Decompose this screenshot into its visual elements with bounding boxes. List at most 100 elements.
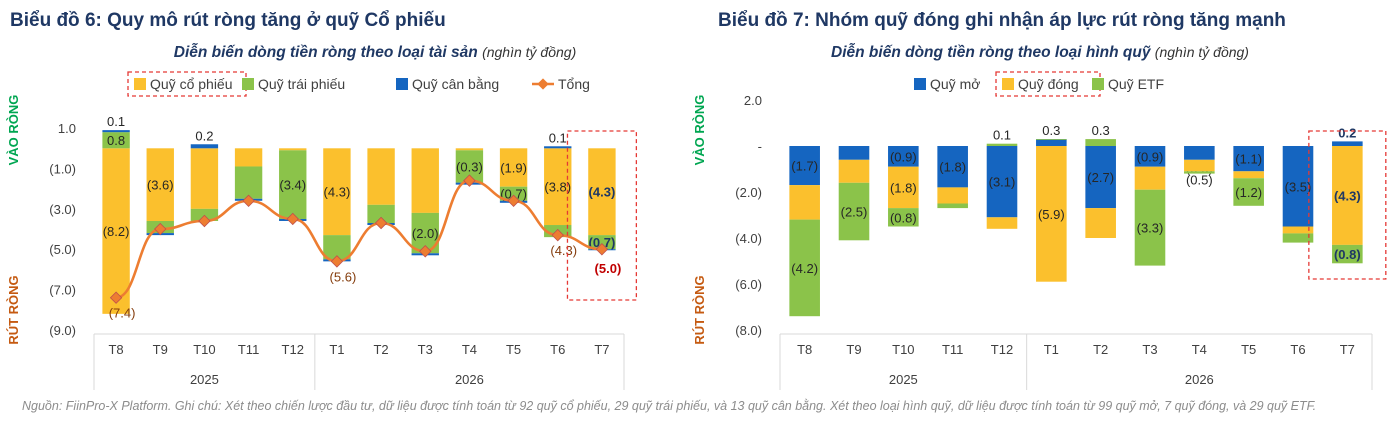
c7-bar-green bbox=[937, 203, 968, 209]
c7-legend-label: Quỹ đóng bbox=[1018, 76, 1079, 92]
c6-x-tick: T1 bbox=[329, 342, 344, 357]
c6-bar-yellow bbox=[102, 148, 130, 314]
c7-bar-blue bbox=[838, 146, 870, 160]
c6-bar-yellow bbox=[146, 148, 174, 221]
c6-data-label: (8.2) bbox=[103, 224, 130, 239]
c7-x-tick: T7 bbox=[1340, 342, 1355, 357]
c7-data-label: (0.8) bbox=[890, 210, 917, 225]
c6-x-tick: T11 bbox=[238, 342, 259, 357]
c7-data-label: (3.5) bbox=[1285, 179, 1312, 194]
c6-data-label: (0.7) bbox=[589, 235, 616, 250]
c7-bar-blue bbox=[1036, 139, 1067, 146]
c7-data-label: (2.7) bbox=[1087, 170, 1114, 185]
chart6-title: Biểu đồ 6: Quy mô rút ròng tăng ở quỹ Cổ… bbox=[10, 10, 446, 31]
c7-bar-yellow bbox=[1036, 146, 1067, 282]
c6-bar-green bbox=[102, 132, 130, 149]
c6-bar-yellow bbox=[455, 148, 484, 151]
c7-data-label: (1.2) bbox=[1235, 185, 1262, 200]
c7-bar-blue bbox=[1282, 146, 1314, 227]
c6-data-label: (2.0) bbox=[412, 226, 439, 241]
c7-bar-yellow bbox=[1332, 146, 1363, 245]
c7-x-tick: T2 bbox=[1093, 342, 1108, 357]
c6-x-tick: T9 bbox=[153, 342, 168, 357]
c6-bar-blue bbox=[544, 146, 572, 149]
c7-y-tick: (2.0) bbox=[735, 185, 762, 200]
c7-data-label: (4.2) bbox=[791, 261, 818, 276]
c7-data-label: 0.1 bbox=[993, 128, 1011, 143]
c6-data-label: (1.9) bbox=[500, 160, 527, 175]
c6-legend-label: Quỹ cân bằng bbox=[412, 76, 499, 92]
c6-bar-yellow bbox=[411, 148, 439, 213]
chart7-subtitle: Diễn biến dòng tiền ròng theo loại hình … bbox=[800, 44, 1280, 62]
c7-bar-green bbox=[1184, 171, 1215, 174]
c6-year-label: 2026 bbox=[455, 372, 484, 387]
c7-x-tick: T9 bbox=[846, 342, 861, 357]
c7-data-label: (5.9) bbox=[1038, 207, 1065, 222]
c7-data-label: (4.3) bbox=[1334, 188, 1361, 203]
c7-bar-yellow bbox=[986, 217, 1018, 229]
c6-x-tick: T6 bbox=[550, 342, 565, 357]
c6-total-marker bbox=[286, 212, 299, 226]
c6-bar-yellow bbox=[588, 148, 616, 236]
c7-bar-yellow bbox=[1233, 171, 1264, 179]
c7-y-tick: (4.0) bbox=[735, 231, 762, 246]
chart6-unit: (nghìn tỷ đồng) bbox=[482, 44, 577, 60]
c7-bar-green bbox=[1036, 139, 1067, 140]
c7-bar-yellow bbox=[838, 159, 870, 183]
c6-x-tick: T7 bbox=[594, 342, 609, 357]
c7-legend-label: Quỹ ETF bbox=[1108, 76, 1164, 92]
c7-bar-green bbox=[1332, 244, 1363, 264]
c7-y-tick: 2.0 bbox=[744, 93, 762, 108]
c6-total-marker bbox=[154, 222, 167, 236]
c6-x-tick: T12 bbox=[282, 342, 304, 357]
c6-x-tick: T5 bbox=[506, 342, 521, 357]
chart7-subtitle-text: Diễn biến dòng tiền ròng theo loại hình … bbox=[831, 44, 1151, 61]
footnote: Nguồn: FiinPro-X Platform. Ghi chú: Xét … bbox=[22, 399, 1317, 413]
c6-bar-yellow bbox=[234, 148, 263, 167]
c7-legend-swatch bbox=[1092, 78, 1104, 90]
chart6-subtitle-text: Diễn biến dòng tiền ròng theo loại tài s… bbox=[173, 44, 478, 61]
c7-bar-yellow bbox=[937, 187, 968, 204]
c6-legend-label: Quỹ trái phiếu bbox=[258, 76, 345, 92]
c6-x-tick: T3 bbox=[418, 342, 433, 357]
c6-total-marker bbox=[595, 243, 609, 256]
c7-x-tick: T1 bbox=[1044, 342, 1059, 357]
c7-legend-swatch bbox=[1002, 78, 1014, 90]
c6-data-label: (3.4) bbox=[279, 178, 306, 193]
c7-x-tick: T4 bbox=[1192, 342, 1207, 357]
c7-bar-blue bbox=[1184, 146, 1215, 160]
c7-data-label: (0.5) bbox=[1186, 172, 1213, 187]
c7-bar-green bbox=[838, 182, 870, 241]
c7-bar-blue bbox=[937, 146, 968, 188]
chart7-unit: (nghìn tỷ đồng) bbox=[1154, 44, 1249, 60]
c7-rut-rong-label: RÚT RÒNG bbox=[692, 275, 707, 344]
c6-bar-yellow bbox=[367, 148, 395, 205]
c7-y-tick: - bbox=[758, 139, 762, 154]
c6-bar-blue bbox=[190, 144, 219, 149]
c7-vao-rong-label: VÀO RÒNG bbox=[692, 95, 707, 166]
c7-bar-green bbox=[986, 143, 1018, 146]
c6-legend-label: Quỹ cổ phiếu bbox=[150, 76, 233, 92]
c7-bar-yellow bbox=[1282, 226, 1314, 234]
c7-x-tick: T10 bbox=[892, 342, 914, 357]
c6-data-label: (0.3) bbox=[456, 159, 483, 174]
c7-x-tick: T8 bbox=[797, 342, 812, 357]
c6-total-marker bbox=[242, 194, 255, 208]
c7-bar-blue bbox=[789, 146, 820, 186]
c6-x-tick: T4 bbox=[462, 342, 477, 357]
c6-bar-yellow bbox=[279, 148, 307, 151]
chart6-subtitle: Diễn biến dòng tiền ròng theo loại tài s… bbox=[140, 44, 610, 62]
c6-y-tick: (3.0) bbox=[49, 202, 76, 217]
chart7-title: Biểu đồ 7: Nhóm quỹ đóng ghi nhận áp lực… bbox=[718, 10, 1286, 31]
c7-x-tick: T11 bbox=[942, 342, 963, 357]
c7-bar-blue bbox=[1233, 146, 1264, 172]
c7-legend-swatch bbox=[914, 78, 926, 90]
c7-bar-yellow bbox=[1085, 208, 1116, 238]
c7-x-tick: T12 bbox=[991, 342, 1013, 357]
c6-data-label: (4.3) bbox=[589, 185, 616, 200]
c7-data-label: (3.1) bbox=[989, 175, 1016, 190]
c6-bar-green bbox=[499, 186, 528, 201]
c6-total-label: (7.4) bbox=[109, 306, 136, 321]
c6-data-label: (4.3) bbox=[324, 185, 351, 200]
